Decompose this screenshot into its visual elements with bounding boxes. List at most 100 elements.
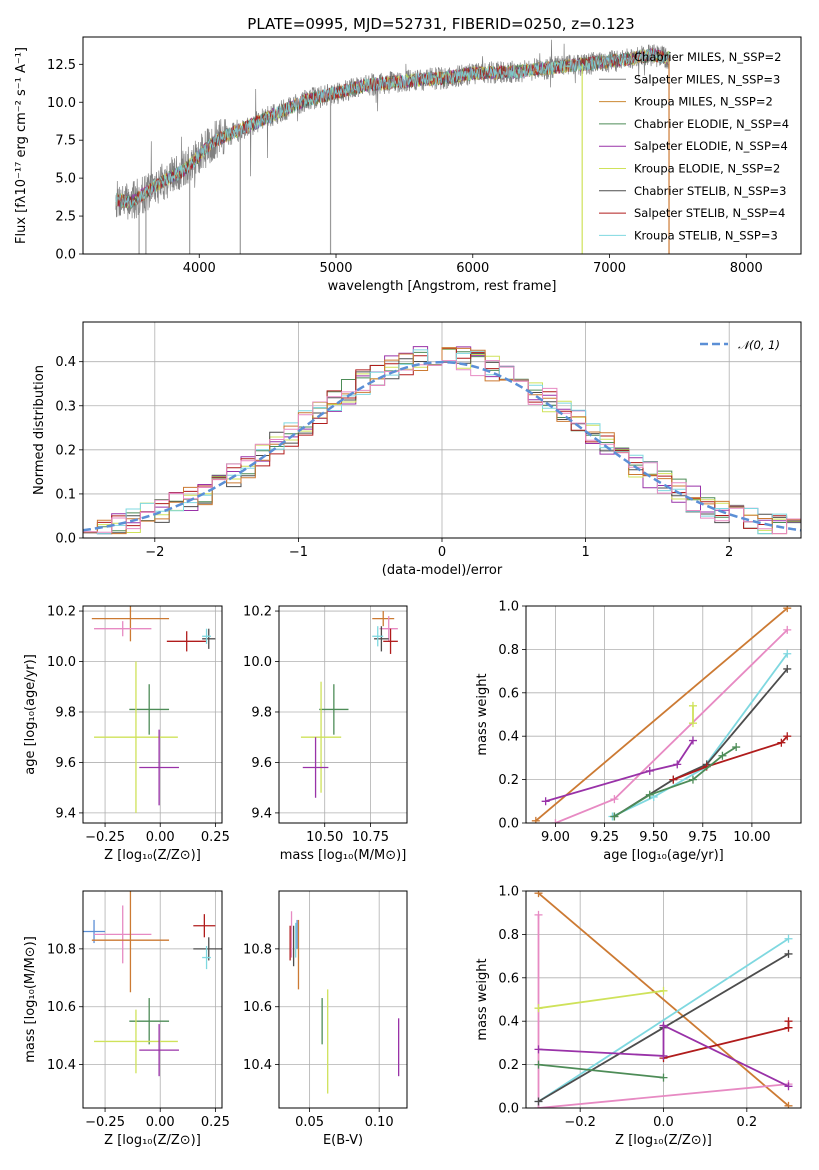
mass-weight-vs-age-marker bbox=[645, 766, 654, 775]
age-vs-mass-xtick-label: 10.75 bbox=[352, 830, 389, 845]
residuals-data bbox=[83, 346, 801, 535]
mass-weight-vs-age-marker bbox=[645, 790, 654, 799]
spectrum-ytick-label: 7.5 bbox=[55, 134, 76, 149]
mass-vs-Z-ytick-label: 10.4 bbox=[47, 1058, 76, 1073]
age-vs-mass-ytick-label: 10.0 bbox=[243, 655, 272, 670]
mass-weight-vs-Z-series-line bbox=[538, 1063, 664, 1079]
mass-vs-ebv-ytick-label: 10.8 bbox=[243, 942, 272, 957]
mass-weight-vs-age-ylabel: mass weight bbox=[475, 673, 490, 755]
mass-vs-ebv-axes bbox=[279, 891, 407, 1108]
mass-weight-vs-age-marker bbox=[688, 701, 697, 710]
mass-weight-vs-age-marker bbox=[688, 719, 697, 728]
age-vs-Z-xtick-label: −0.25 bbox=[85, 830, 125, 845]
mass-weight-vs-Z-series-line bbox=[538, 1024, 789, 1088]
spectrum-model-line bbox=[115, 48, 670, 208]
residuals-xtick-label: 1 bbox=[581, 545, 589, 560]
residuals-ytick-label: 0.0 bbox=[55, 532, 76, 547]
age-vs-Z-ytick-label: 9.8 bbox=[55, 705, 76, 720]
mass-weight-vs-Z-ytick-label: 1.0 bbox=[498, 885, 519, 900]
mass-weight-vs-age-xtick-label: 9.25 bbox=[590, 830, 619, 845]
legend-label: Chabrier ELODIE, N_SSP=4 bbox=[634, 117, 789, 131]
residuals-frame bbox=[82, 321, 802, 539]
mass-weight-vs-Z-marker bbox=[534, 891, 543, 898]
residual-histogram bbox=[83, 347, 801, 535]
legend-label: Kroupa MILES, N_SSP=2 bbox=[634, 95, 773, 109]
spectrum-xtick-label: 7000 bbox=[593, 261, 626, 276]
mass-vs-ebv-xtick-label: 0.10 bbox=[365, 1115, 394, 1130]
spectrum-ytick-label: 12.5 bbox=[47, 58, 76, 73]
spectrum-xtick-label: 5000 bbox=[319, 261, 352, 276]
mass-vs-Z-xtick-label: 0.25 bbox=[201, 1115, 230, 1130]
mass-weight-vs-age-marker bbox=[783, 606, 792, 613]
residuals-xtick-label: −1 bbox=[289, 545, 308, 560]
age-vs-Z-ylabel: age [log₁₀(age/yr)] bbox=[23, 654, 38, 775]
mass-vs-Z-frame bbox=[82, 890, 223, 1109]
mass-vs-Z-data bbox=[83, 891, 222, 1077]
mass-weight-vs-age-marker bbox=[673, 760, 682, 769]
spectrum-ytick-label: 5.0 bbox=[55, 172, 76, 187]
mass-vs-ebv-ticks: 0.05 0.10 10.4 10.6 10.8 bbox=[243, 942, 394, 1130]
mass-weight-vs-Z-xtick-label: 0.2 bbox=[736, 1115, 757, 1130]
mass-weight-vs-age-marker bbox=[669, 775, 678, 784]
mass-weight-vs-age-marker bbox=[783, 664, 792, 673]
legend-label: Kroupa ELODIE, N_SSP=2 bbox=[634, 162, 780, 176]
mass-weight-vs-age-marker bbox=[610, 812, 619, 821]
mass-weight-vs-age-ytick-label: 0.6 bbox=[498, 686, 519, 701]
age-vs-mass-xtick-label: 10.50 bbox=[306, 830, 343, 845]
mass-weight-vs-age-series-line bbox=[612, 653, 789, 818]
mass-weight-vs-Z-series-line bbox=[537, 914, 789, 1108]
mass-vs-ebv-ytick-label: 10.4 bbox=[243, 1058, 272, 1073]
age-vs-mass-frame bbox=[278, 605, 408, 824]
age-vs-mass-ytick-label: 9.4 bbox=[251, 806, 272, 821]
spectrum-ytick-label: 10.0 bbox=[47, 96, 76, 111]
mass-weight-vs-age-marker bbox=[783, 625, 792, 634]
mass-weight-vs-age-plot-area bbox=[526, 606, 801, 823]
mass-weight-vs-age-data bbox=[531, 606, 792, 823]
age-vs-Z-frame bbox=[82, 605, 223, 824]
mass-weight-vs-age-xtick-label: 9.00 bbox=[541, 830, 570, 845]
age-vs-Z-ytick-label: 9.6 bbox=[55, 756, 76, 771]
mass-vs-Z-axes bbox=[83, 891, 222, 1108]
spectrum-xtick-label: 4000 bbox=[183, 261, 216, 276]
mass-vs-ebv-plot-area bbox=[279, 891, 407, 1108]
age-vs-mass-plot-area bbox=[279, 606, 407, 823]
mass-weight-vs-Z-marker bbox=[534, 910, 543, 919]
age-vs-Z-plot-area bbox=[83, 606, 222, 823]
mass-vs-Z-xtick-label: 0.00 bbox=[146, 1115, 175, 1130]
mass-weight-vs-age-frame bbox=[525, 605, 802, 824]
spectrum-xtick-label: 8000 bbox=[730, 261, 763, 276]
spectrum-ticks: 4000 5000 6000 7000 8000 0.0 2.5 5.0 7.5 10.0 12.5 bbox=[47, 58, 763, 276]
age-vs-Z-xlabel: Z [log₁₀(Z/Z⊙)] bbox=[104, 848, 201, 863]
mass-weight-vs-age-marker bbox=[783, 732, 792, 741]
residuals-xtick-label: 0 bbox=[438, 545, 446, 560]
mass-weight-vs-Z-marker bbox=[784, 1101, 793, 1108]
mass-weight-vs-Z-ytick-label: 0.2 bbox=[498, 1058, 519, 1073]
age-vs-Z-ticks: −0.25 0.00 0.25 9.4 9.6 9.8 10.0 10.2 bbox=[47, 605, 230, 845]
mass-weight-vs-age-ytick-label: 0.2 bbox=[498, 773, 519, 788]
mass-weight-vs-Z-ticks: −0.2 0.0 0.2 0.0 0.2 0.4 0.6 0.8 1.0 bbox=[498, 885, 757, 1131]
mass-weight-vs-age-marker bbox=[732, 743, 741, 752]
residuals-xtick-label: 2 bbox=[725, 545, 733, 560]
mass-weight-vs-Z-marker bbox=[784, 1082, 793, 1091]
mass-weight-vs-age-marker bbox=[783, 649, 792, 658]
mass-weight-vs-age-xlabel: age [log₁₀(age/yr)] bbox=[603, 848, 724, 863]
mass-weight-vs-Z-series-line bbox=[538, 989, 664, 1010]
mass-weight-vs-Z-xtick-label: 0.0 bbox=[653, 1115, 674, 1130]
mass-weight-vs-Z-ylabel: mass weight bbox=[475, 958, 490, 1040]
age-vs-mass-data bbox=[300, 611, 398, 798]
spectrum-data bbox=[115, 39, 670, 254]
mass-vs-ebv-data bbox=[289, 911, 400, 1094]
mass-weight-vs-Z-series-line bbox=[537, 892, 790, 1107]
mass-weight-vs-age-marker bbox=[610, 795, 619, 804]
mass-weight-vs-age-marker bbox=[551, 819, 560, 823]
mass-weight-vs-Z-xlabel: Z [log₁₀(Z/Z⊙)] bbox=[615, 1133, 712, 1148]
age-vs-mass-axes bbox=[279, 606, 407, 823]
legend-label: Salpeter STELIB, N_SSP=4 bbox=[634, 206, 785, 220]
mass-weight-vs-Z-xtick-label: −0.2 bbox=[564, 1115, 596, 1130]
mass-weight-vs-Z-marker bbox=[784, 1017, 793, 1026]
mass-weight-vs-Z-ytick-label: 0.0 bbox=[498, 1102, 519, 1117]
residuals-ytick-label: 0.4 bbox=[55, 355, 76, 370]
mass-weight-vs-Z-ytick-label: 0.6 bbox=[498, 971, 519, 986]
mass-weight-vs-Z-ytick-label: 0.4 bbox=[498, 1015, 519, 1030]
